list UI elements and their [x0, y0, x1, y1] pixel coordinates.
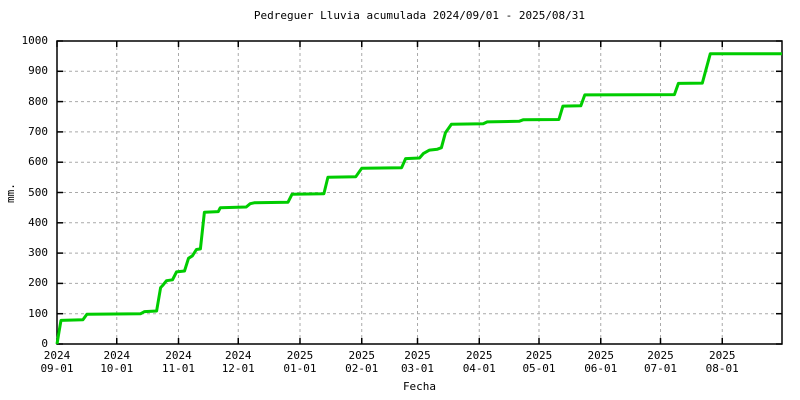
- y-tick-label: 600: [28, 155, 48, 169]
- chart-title: Pedreguer Lluvia acumulada 2024/09/01 - …: [253, 9, 586, 22]
- x-tick-date: 07-01: [643, 362, 678, 375]
- x-tick-label: 2025 05-01: [504, 349, 574, 375]
- x-tick-year: 2024: [225, 349, 252, 362]
- x-tick-date: 12-01: [221, 362, 255, 375]
- x-tick-date: 08-01: [705, 362, 739, 375]
- x-tick-year: 2025: [348, 349, 375, 362]
- x-tick-label: 2025 07-01: [626, 349, 696, 375]
- x-axis-label: Fecha: [402, 380, 437, 393]
- y-tick-label: 900: [28, 64, 48, 78]
- y-tick-label: 400: [28, 215, 48, 229]
- x-tick-date: 01-01: [283, 362, 317, 375]
- x-tick-year: 2025: [587, 349, 615, 362]
- y-tick-label: 700: [28, 124, 48, 138]
- plot-border: [56, 40, 783, 345]
- x-tick-label: 2024 10-01: [82, 349, 152, 375]
- x-tick-date: 11-01: [161, 362, 196, 375]
- x-tick-label: 2024 11-01: [143, 349, 213, 375]
- x-tick-label: 2024 12-01: [203, 349, 273, 375]
- y-tick-label: 300: [28, 246, 48, 260]
- x-tick-year: 2025: [466, 349, 493, 362]
- x-tick-year: 2024: [165, 349, 192, 362]
- x-tick-year: 2025: [647, 349, 674, 362]
- x-tick-date: 03-01: [400, 362, 435, 375]
- x-tick-label: 2025 02-01: [327, 349, 397, 375]
- x-tick-label: 2025 04-01: [444, 349, 514, 375]
- y-tick-label: 500: [28, 185, 48, 199]
- x-tick-date: 10-01: [100, 362, 134, 375]
- x-tick-date: 09-01: [40, 362, 74, 375]
- x-tick-year: 2025: [708, 349, 736, 362]
- x-tick-label: 2025 08-01: [687, 349, 757, 375]
- rainfall-line: [55, 52, 782, 345]
- x-tick-date: 05-01: [522, 362, 556, 375]
- x-tick-label: 2024 09-01: [22, 349, 92, 375]
- y-tick-label: 200: [28, 276, 48, 290]
- x-tick-year: 2024: [103, 349, 131, 362]
- y-tick-label: 800: [28, 94, 48, 108]
- x-tick-label: 2025 03-01: [383, 349, 453, 375]
- x-tick-year: 2025: [525, 349, 553, 362]
- x-tick-date: 02-01: [345, 362, 379, 375]
- x-tick-year: 2025: [286, 349, 314, 362]
- x-tick-label: 2025 01-01: [265, 349, 335, 375]
- y-tick-label: 100: [28, 306, 48, 320]
- x-tick-year: 2024: [43, 349, 71, 362]
- x-tick-date: 04-01: [462, 362, 496, 375]
- x-tick-date: 06-01: [584, 362, 618, 375]
- y-tick-label: 1000: [21, 34, 49, 47]
- x-tick-year: 2025: [404, 349, 431, 362]
- x-tick-label: 2025 06-01: [566, 349, 636, 375]
- y-tick-label: 0: [41, 337, 48, 350]
